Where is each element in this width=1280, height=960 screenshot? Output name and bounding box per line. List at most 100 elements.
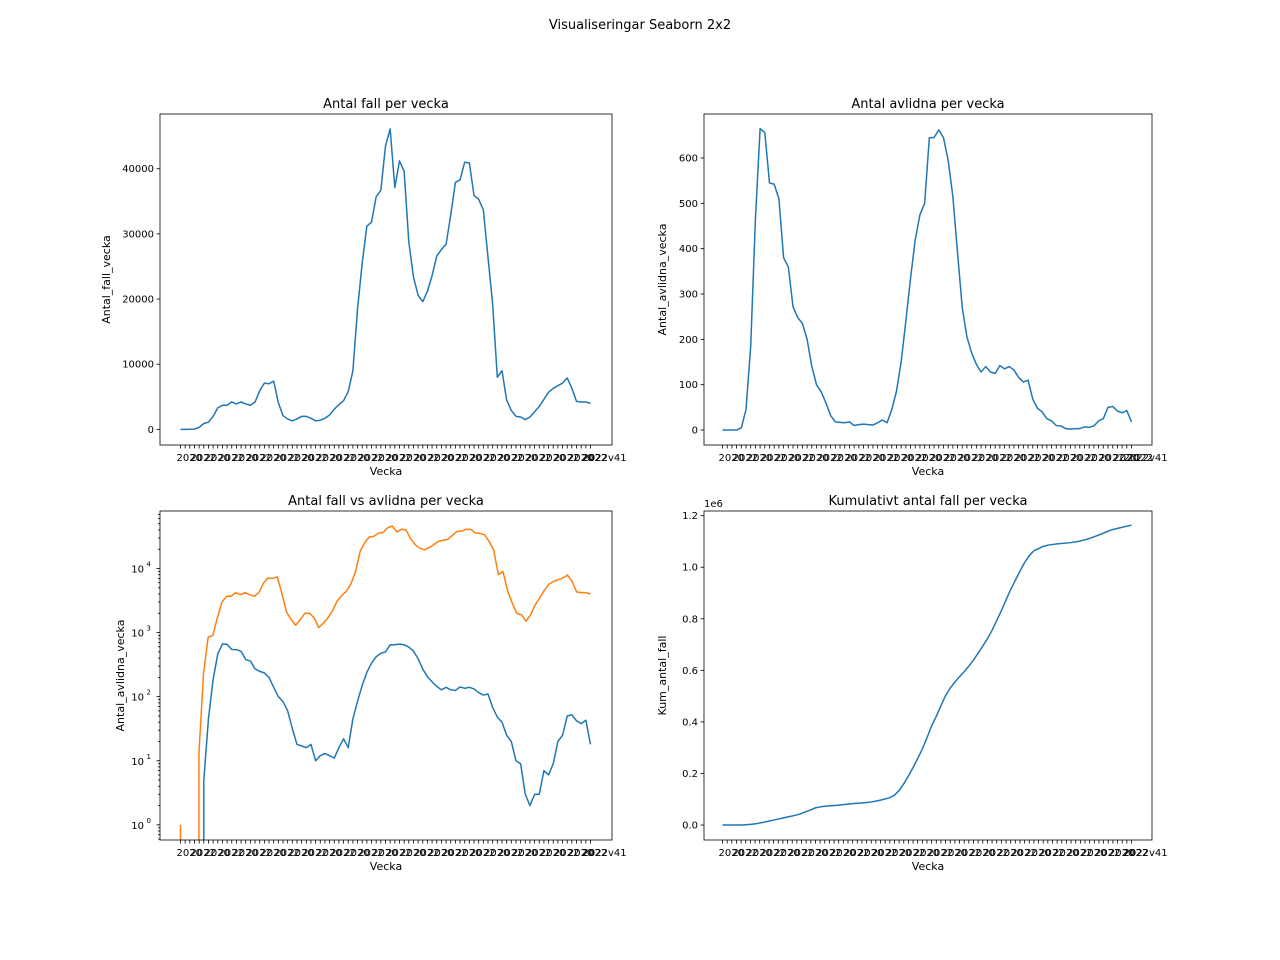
subplot-title: Antal fall per vecka xyxy=(323,97,449,112)
x-tick-label: 2020 xyxy=(316,848,341,859)
subplot-title: Antal avlidna per vecka xyxy=(851,97,1004,112)
x-tick-label: 2022 xyxy=(554,453,579,464)
x-tick-label: 2022 xyxy=(190,848,215,859)
y-tick-label: 600 xyxy=(679,153,698,164)
y-axis-label: Kum_antal_fall xyxy=(656,636,669,716)
x-tick-label: 2022 xyxy=(358,848,383,859)
y-tick-label: 40000 xyxy=(122,164,154,175)
y-tick-label: 10 xyxy=(131,629,144,640)
y-tick-label: 30000 xyxy=(122,229,154,240)
x-tick-label: 2022 xyxy=(498,453,523,464)
x-tick-label: 2022 xyxy=(1067,848,1092,859)
series-2-line xyxy=(198,525,591,754)
x-tick-label: 2022 xyxy=(817,453,842,464)
x-tick-label: 2020 xyxy=(942,848,967,859)
y-tick-exponent: 4 xyxy=(147,561,152,569)
y-tick-label: 200 xyxy=(679,335,698,346)
x-tick-label: 2020 xyxy=(400,453,425,464)
x-tick-label: 2020 xyxy=(944,453,969,464)
x-tick-label: 2020 xyxy=(344,848,369,859)
y-tick-label: 100 xyxy=(679,380,698,391)
x-tick-label: 2020 xyxy=(969,848,994,859)
x-tick-label: 2022 xyxy=(956,848,981,859)
x-tick-label: 2020 xyxy=(888,453,913,464)
y-tick-label: 400 xyxy=(679,244,698,255)
x-tick-label: 2022 xyxy=(470,848,495,859)
series-1-line xyxy=(203,643,592,807)
x-tick-label: 2020 xyxy=(886,848,911,859)
x-tick-label: 2020 xyxy=(288,453,313,464)
series-1-line xyxy=(722,524,1132,826)
x-tick-label: 2022 xyxy=(1043,453,1068,464)
x-tick-label-last: 2022v41 xyxy=(583,453,627,464)
x-tick-label: 2022 xyxy=(386,453,411,464)
x-tick-label-last: 2022v41 xyxy=(1124,848,1168,859)
x-tick-label: 2020 xyxy=(1085,453,1110,464)
y-tick-label: 500 xyxy=(679,199,698,210)
y-tick-label: 0.2 xyxy=(682,769,698,780)
y-tick-exponent: 3 xyxy=(147,625,151,633)
x-tick-label: 2020 xyxy=(719,453,744,464)
x-tick-label: 2020 xyxy=(747,453,772,464)
x-tick-label: 2020 xyxy=(232,848,257,859)
x-tick-label: 2020 xyxy=(456,848,481,859)
series-1-line xyxy=(722,127,1133,431)
x-tick-label: 2020 xyxy=(858,848,883,859)
subplot-4: 0.00.20.40.60.81.01.22020202220202022202… xyxy=(656,494,1168,873)
x-tick-label: 2020 xyxy=(914,848,939,859)
x-axis-label: Vecka xyxy=(370,465,402,478)
x-tick-label: 2022 xyxy=(302,453,327,464)
x-tick-label: 2020 xyxy=(260,453,285,464)
y-tick-label: 0.6 xyxy=(682,666,698,677)
x-tick-label: 2020 xyxy=(316,453,341,464)
x-tick-label: 2020 xyxy=(428,453,453,464)
x-axis-label: Vecka xyxy=(912,860,944,873)
x-tick-label: 2020 xyxy=(860,453,885,464)
x-tick-label: 2022 xyxy=(358,453,383,464)
x-tick-label: 2020 xyxy=(428,848,453,859)
x-tick-label: 2022 xyxy=(928,848,953,859)
x-tick-label: 2020 xyxy=(802,848,827,859)
x-tick-label: 2020 xyxy=(568,453,593,464)
x-tick-label: 2022 xyxy=(930,453,955,464)
x-tick-label: 2022 xyxy=(1123,848,1148,859)
x-tick-label: 2020 xyxy=(456,453,481,464)
x-tick-label: 2020 xyxy=(830,848,855,859)
x-tick-label: 2020 xyxy=(1057,453,1082,464)
y-tick-label: 10 xyxy=(131,565,144,576)
x-tick-label: 2022 xyxy=(554,848,579,859)
x-tick-label: 2022 xyxy=(788,848,813,859)
subplot-title: Kumulativt antal fall per vecka xyxy=(829,494,1028,509)
x-tick-label: 2020 xyxy=(400,848,425,859)
y-tick-label: 0 xyxy=(692,426,698,437)
x-tick-label: 2022 xyxy=(582,848,607,859)
x-tick-label: 2022 xyxy=(732,848,757,859)
x-axis-label: Vecka xyxy=(912,465,944,478)
axes-frame xyxy=(159,510,613,841)
x-tick-label: 2022 xyxy=(274,453,299,464)
series-1-line xyxy=(180,128,591,431)
x-tick-label: 2022 xyxy=(983,848,1008,859)
subplot-title: Antal fall vs avlidna per vecka xyxy=(288,494,484,509)
y-tick-label: 0 xyxy=(148,425,154,436)
x-tick-label: 2022 xyxy=(246,453,271,464)
x-tick-label: 2022 xyxy=(246,848,271,859)
x-tick-label: 2020 xyxy=(916,453,941,464)
x-axis-label: Vecka xyxy=(370,860,402,873)
x-tick-label: 2022 xyxy=(386,848,411,859)
x-tick-label: 2022 xyxy=(470,453,495,464)
y-tick-label: 1.2 xyxy=(682,511,698,522)
axes-frame xyxy=(703,510,1153,841)
x-tick-label: 2020 xyxy=(204,848,229,859)
x-tick-label: 2020 xyxy=(232,453,257,464)
x-tick-label: 2022 xyxy=(414,453,439,464)
x-tick-label: 2020 xyxy=(1113,453,1138,464)
x-tick-label: 2022 xyxy=(1011,848,1036,859)
x-tick-label: 2020 xyxy=(260,848,285,859)
x-tick-label: 2020 xyxy=(540,453,565,464)
y-offset-label: 1e6 xyxy=(704,499,723,510)
x-tick-label: 2022 xyxy=(761,453,786,464)
x-tick-label: 2022 xyxy=(526,453,551,464)
x-tick-label: 2022 xyxy=(816,848,841,859)
